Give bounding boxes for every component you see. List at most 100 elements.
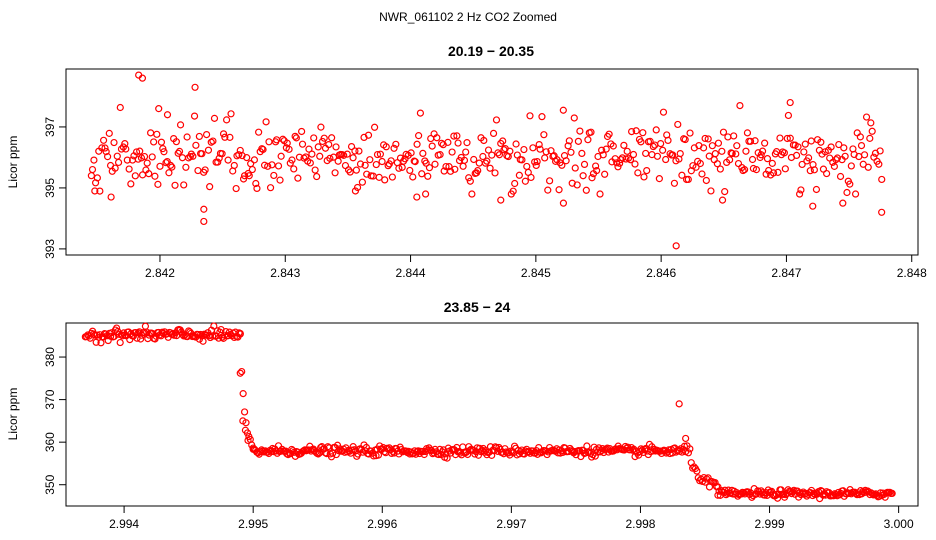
data-point [643,166,651,175]
data-point [763,155,772,163]
data-point [807,137,815,145]
data-point [565,137,573,145]
data-point [239,417,247,425]
data-point [492,116,501,124]
data-point [198,150,206,158]
data-point [166,161,175,169]
data-point [664,136,672,144]
data-point [532,161,540,170]
figure-title: NWR_061102 2 Hz CO2 Zoomed [379,10,557,24]
data-point [310,134,318,142]
data-point [860,151,869,159]
data-point [138,74,147,82]
data-point [676,149,684,158]
data-point [480,136,488,145]
data-point [206,183,214,191]
data-point [200,217,208,226]
data-point [155,105,163,113]
data-point [150,138,158,146]
data-point [786,98,794,107]
panel-bottom-y-axis-label: Licor ppm [6,388,20,441]
data-point [143,159,151,167]
data-point [544,186,552,194]
data-point [210,114,219,122]
panel-top: 20.19 − 20.35 Licor ppm 2.842 2.843 2.844 2… [6,43,927,280]
data-point [98,144,106,152]
data-point [512,140,520,148]
y-tick-label: 393 [43,239,57,259]
data-point [535,141,543,149]
data-point [724,133,732,141]
data-point [163,111,172,119]
data-point [227,110,235,118]
data-point [632,127,640,135]
data-point [798,160,806,169]
data-point [320,134,328,142]
data-point [792,151,801,159]
data-point [326,154,334,162]
data-point [279,135,287,143]
data-point [809,202,817,210]
data-point [371,123,379,131]
data-point [156,162,164,170]
data-point [518,156,526,164]
y-tick-label: 395 [43,178,57,198]
x-tick-label: 2.846 [646,266,676,280]
x-tick-label: 2.998 [625,517,655,531]
data-point [806,167,814,175]
data-point [827,143,835,151]
data-point [200,205,208,213]
data-point [230,161,238,170]
data-point [127,180,135,188]
data-point [202,130,211,139]
data-point [372,160,380,169]
y-tick-label: 350 [43,474,57,494]
data-point [159,145,167,153]
data-point [714,139,723,147]
data-point [598,146,606,154]
data-point [93,174,101,182]
data-point [672,242,680,250]
data-point [218,150,226,158]
data-point [774,168,782,176]
data-point [859,160,867,168]
data-point [363,170,371,178]
data-point [424,172,432,180]
data-point [465,174,473,182]
data-point [833,154,842,162]
data-point [702,176,710,185]
data-point [101,144,109,152]
data-point [623,147,631,155]
data-point [570,114,578,122]
data-point [494,149,502,157]
data-point [674,120,682,129]
data-point [387,157,395,165]
data-point [718,147,726,155]
data-point [422,159,430,167]
data-point [352,166,360,174]
data-point [390,144,398,152]
data-point [620,141,628,149]
data-point [111,164,119,172]
data-point [147,129,155,137]
data-point [596,190,604,198]
data-point [773,494,782,502]
data-point [189,152,197,160]
data-point [533,157,541,166]
data-point [626,156,635,164]
data-point [232,184,240,193]
data-point [247,160,255,168]
data-point [486,164,494,172]
x-tick-label: 2.997 [496,517,526,531]
data-point [328,134,336,142]
data-point [839,199,847,207]
data-point [195,132,203,141]
data-point [529,144,537,152]
data-point [209,137,217,145]
data-point [117,145,126,153]
data-point [171,181,179,189]
data-point [446,167,455,175]
data-point [708,142,716,150]
data-point [332,143,340,151]
data-point [786,134,794,142]
